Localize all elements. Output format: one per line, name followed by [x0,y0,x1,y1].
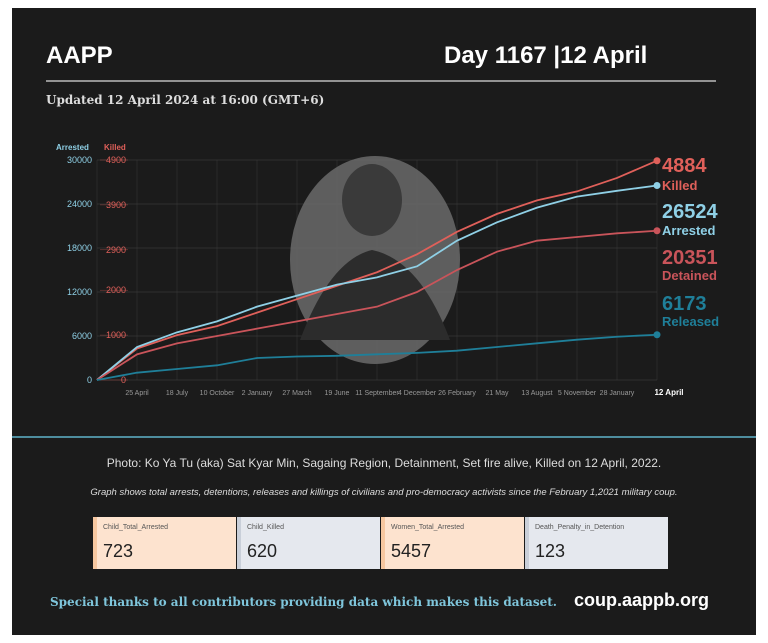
description: Graph shows total arrests, detentions, r… [90,487,678,498]
x-tick-label: 26 February [438,390,476,397]
y-tick-label: 18000 [67,243,92,253]
card-value: 5457 [391,541,432,561]
x-tick-label: 12 April [654,388,683,397]
card-value: 123 [535,541,566,561]
y-tick-label: 30000 [67,155,92,165]
y-tick-label: 12000 [67,287,92,297]
photo-body [300,250,450,340]
x-tick-label: 18 July [166,390,189,397]
card-value: 620 [247,541,278,561]
x-tick-label: 21 May [486,390,509,397]
x-tick-label: 27 March [282,390,311,397]
card-label: Child_Killed [247,524,284,531]
end-dot [653,181,661,189]
caption: Photo: Ko Ya Tu (aka) Sat Kyar Min, Saga… [106,456,662,470]
end-dot [653,227,661,235]
end-value: 20351 [662,247,718,269]
series-line [96,333,658,381]
photo-head [342,164,402,236]
x-tick-label: 28 January [600,390,635,397]
updated: Updated 12 April 2024 at 16:00 (GMT+6) [46,93,325,107]
x-tick-label: 10 October [200,390,235,397]
stat-card: Death_Penalty_in_Detention 123 [525,517,668,569]
x-tick-label: 2 January [242,390,273,397]
card-label: Women_Total_Arrested [391,524,465,531]
day: Day 1167 |12 April [444,42,648,69]
x-tick-label: 19 June [325,390,350,397]
end-value: 26524 [662,201,718,223]
stat-card: Child_Killed 620 [237,517,380,569]
stat-card: Women_Total_Arrested 5457 [381,517,524,569]
card-value: 723 [103,541,134,561]
series-line [96,184,658,381]
series-line [96,159,658,381]
x-tick-label: 25 April [125,390,149,397]
x-tick-label: 11 September [355,390,399,397]
url: coup.aappb.org [574,590,709,610]
series-line [96,229,658,381]
card-label: Child_Total_Arrested [103,524,168,531]
x-tick-label: 4 December [398,390,437,397]
y-tick-label: 6000 [72,331,92,341]
end-dot [653,157,661,165]
thanks: Special thanks to all contributors provi… [50,595,557,609]
legend-label: Arrested [662,223,716,238]
end-dot [653,331,661,339]
y-tick-label: 0 [87,375,92,385]
x-tick-label: 5 November [558,390,597,397]
card-label: Death_Penalty_in_Detention [535,524,625,531]
end-value: 6173 [662,293,707,315]
legend-label: Detained [662,268,717,283]
legend-label: Killed [662,178,697,193]
stat-card: Child_Total_Arrested 723 [93,517,236,569]
end-value: 4884 [662,155,707,177]
y-axis-title: Arrested [56,143,89,152]
x-tick-label: 13 August [521,390,552,397]
y2-axis-title: Killed [104,143,126,152]
title: AAPP [46,42,113,69]
y-tick-label: 24000 [67,199,92,209]
legend-label: Released [662,314,719,329]
